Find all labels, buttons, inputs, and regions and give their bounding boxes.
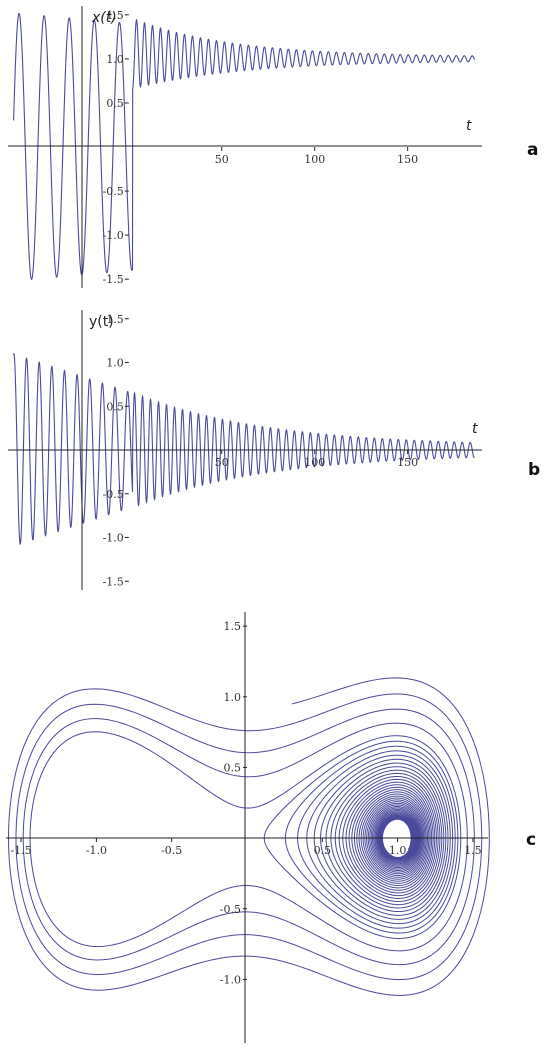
panel-b-y-tick-label: -0.5 bbox=[103, 488, 124, 501]
panel-b-y-tick-label: 1.5 bbox=[106, 313, 124, 326]
panel-a-y-tick-label: 1.0 bbox=[106, 53, 124, 66]
panel-c-x-tick-label: 1.5 bbox=[464, 844, 482, 857]
panel-b-y-tick-label: 0.5 bbox=[106, 400, 124, 413]
panel-b-y-tick-label: 1.0 bbox=[106, 357, 124, 370]
panel-b-y-tick-label: -1.5 bbox=[103, 575, 124, 588]
panel-a-plot: 50 100 150 1.5 1.0 0.5 -0.5 -1.0 -1.5 x(t) t bbox=[8, 6, 482, 288]
panel-c-y-tick-label: -1.0 bbox=[220, 973, 241, 986]
panel-c-plot: -1.5 -1.0 -0.5 0.5 1.0 1.5 1.5 1.0 0.5 -0.5 -1.0 bbox=[6, 612, 490, 1043]
panel-c-series-line bbox=[8, 677, 490, 996]
panel-c-y-tick-label: 1.0 bbox=[224, 691, 242, 704]
panel-c-y-tick-label: 0.5 bbox=[224, 761, 242, 774]
panel-c-x-tick-label: 0.5 bbox=[314, 844, 332, 857]
panel-b-y-tick-label: -1.0 bbox=[103, 532, 124, 545]
panel-b-y-axis-title: y(t) bbox=[89, 314, 114, 330]
panel-b-x-tick-label: 50 bbox=[215, 456, 229, 469]
panel-c-x-tick-label: 1.0 bbox=[389, 844, 407, 857]
panel-c-y-tick-label: -0.5 bbox=[220, 903, 241, 916]
panel-a-x-tick-label: 50 bbox=[215, 153, 229, 166]
panel-b-x-ticks: 50 100 150 bbox=[215, 450, 418, 469]
panel-b-plot: 50 100 150 1.5 1.0 0.5 -0.5 -1.0 -1.5 y(t) t bbox=[8, 310, 482, 590]
panel-b-x-axis-title: t bbox=[472, 421, 478, 437]
panel-a-y-ticks: 1.5 1.0 0.5 -0.5 -1.0 -1.5 bbox=[103, 9, 129, 286]
panel-b-x-tick-label: 100 bbox=[304, 456, 325, 469]
panel-c-x-tick-label: -1.0 bbox=[86, 844, 107, 857]
panel-a-y-axis-title: x(t) bbox=[91, 10, 117, 26]
panel-letter-c: c bbox=[526, 830, 537, 850]
panel-b-series-line bbox=[13, 352, 475, 545]
panel-letter-b: b bbox=[528, 460, 541, 480]
panel-c-x-tick-label: -0.5 bbox=[161, 844, 182, 857]
panel-a-y-tick-label: -0.5 bbox=[103, 185, 124, 198]
panel-c-y-ticks: 1.5 1.0 0.5 -0.5 -1.0 bbox=[220, 620, 247, 986]
panel-a-y-tick-label: 0.5 bbox=[106, 97, 124, 110]
panel-c-y-tick-label: 1.5 bbox=[224, 620, 242, 633]
panel-a-y-tick-label: -1.5 bbox=[103, 273, 124, 286]
panel-b-y-ticks: 1.5 1.0 0.5 -0.5 -1.0 -1.5 bbox=[103, 313, 129, 588]
panel-a-x-axis-title: t bbox=[466, 118, 472, 134]
panel-a-x-tick-label: 100 bbox=[304, 153, 325, 166]
panel-a-x-tick-label: 150 bbox=[397, 153, 418, 166]
panel-a-y-tick-label: 1.5 bbox=[106, 9, 124, 22]
panel-c-x-tick-label: -1.5 bbox=[10, 844, 31, 857]
panel-c-x-ticks: -1.5 -1.0 -0.5 0.5 1.0 1.5 bbox=[10, 838, 482, 857]
panel-b-x-tick-label: 150 bbox=[397, 456, 418, 469]
panel-letter-a: a bbox=[527, 140, 539, 160]
panel-a-y-tick-label: -1.0 bbox=[103, 229, 124, 242]
panel-a-series-line bbox=[13, 12, 476, 280]
panel-a-x-ticks: 50 100 150 bbox=[215, 147, 418, 166]
